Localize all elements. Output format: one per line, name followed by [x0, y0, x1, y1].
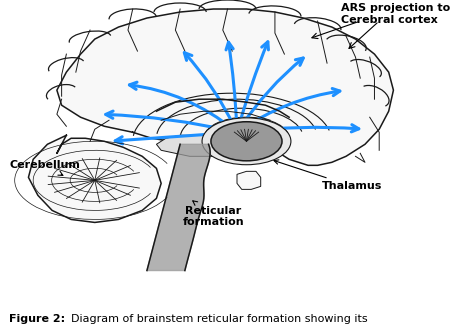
Text: ARS projection to
Cerebral cortex: ARS projection to Cerebral cortex: [341, 3, 450, 25]
Text: Cerebellum: Cerebellum: [9, 160, 81, 175]
Polygon shape: [147, 144, 210, 271]
Polygon shape: [156, 135, 228, 156]
Ellipse shape: [202, 118, 291, 165]
Polygon shape: [237, 171, 261, 189]
Text: Diagram of brainstem reticular formation showing its: Diagram of brainstem reticular formation…: [64, 314, 368, 324]
Text: Figure 2:: Figure 2:: [9, 314, 65, 324]
Ellipse shape: [211, 122, 282, 161]
Polygon shape: [57, 9, 393, 165]
Text: Thalamus: Thalamus: [274, 160, 383, 191]
Text: Reticular
formation: Reticular formation: [182, 201, 244, 227]
Polygon shape: [28, 135, 161, 222]
